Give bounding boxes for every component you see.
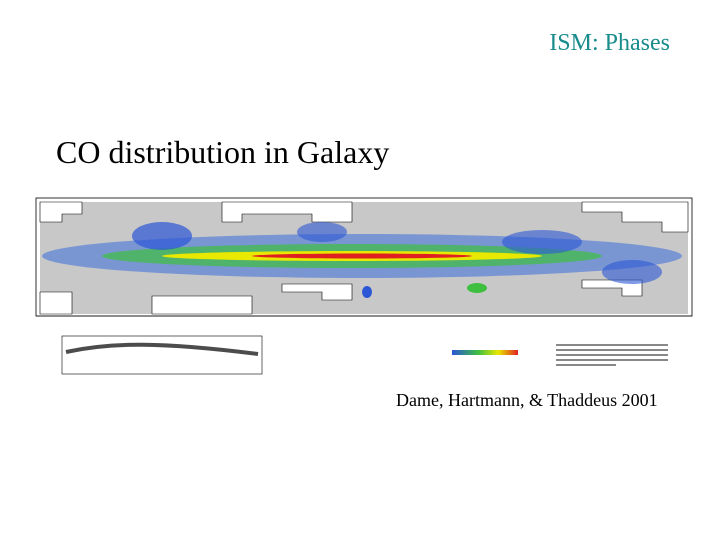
figure-caption-block xyxy=(556,344,668,366)
inset-map xyxy=(61,335,263,375)
co-emission-band xyxy=(42,222,682,298)
section-header: ISM: Phases xyxy=(549,30,670,56)
figure-credit: Dame, Hartmann, & Thaddeus 2001 xyxy=(396,390,658,410)
slide-title: CO distribution in Galaxy xyxy=(56,134,390,170)
color-scale-bar xyxy=(452,350,518,355)
co-survey-map-figure xyxy=(35,197,693,375)
